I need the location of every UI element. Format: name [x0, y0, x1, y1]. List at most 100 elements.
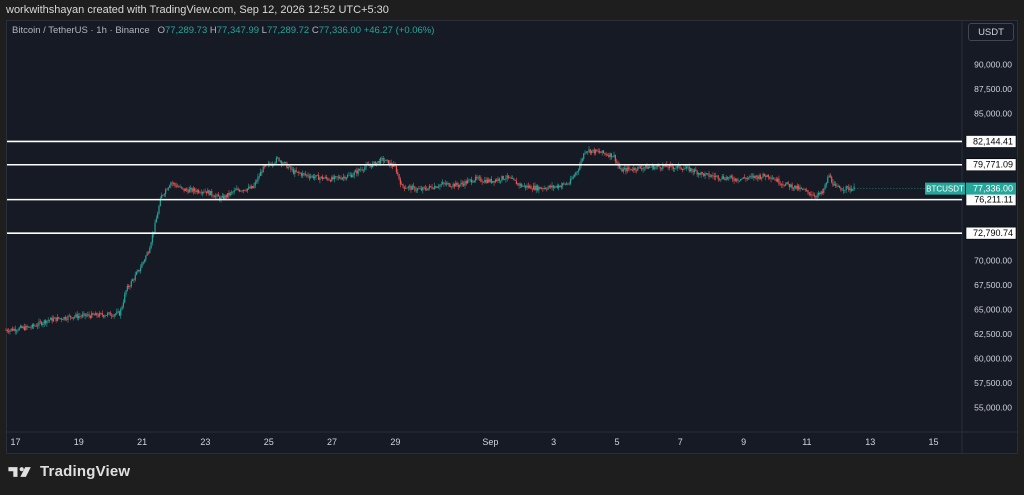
candle-body [827, 177, 829, 184]
candle-body [135, 272, 138, 275]
candle-body [519, 184, 522, 186]
candle-body [236, 188, 238, 190]
candle-body [660, 168, 663, 170]
candle-body [445, 183, 448, 185]
candle-body [530, 186, 532, 190]
candle-body [113, 314, 115, 317]
candle-body [124, 294, 126, 303]
candle-body [659, 166, 661, 169]
candle-body [194, 188, 196, 191]
candle-body [38, 321, 40, 326]
candle-body [763, 173, 766, 177]
high-label: H [209, 25, 217, 36]
candle-body [129, 286, 131, 288]
candle-body [199, 192, 201, 194]
candle-body [262, 166, 264, 173]
close-label: C [311, 25, 319, 36]
candle-body [734, 178, 736, 181]
candle-body [788, 184, 791, 188]
candle-body [631, 170, 634, 171]
candle-body [333, 176, 336, 180]
candle-body [729, 175, 731, 178]
candle-body [635, 170, 638, 171]
candle-body [564, 183, 566, 185]
level-price-tag [965, 158, 1017, 172]
candle-body [715, 175, 717, 178]
candle-body [64, 317, 66, 320]
symbol-description[interactable]: Bitcoin / TetherUS · 1h · Binance [12, 25, 150, 36]
candle-body [494, 179, 496, 183]
candle-body [101, 313, 103, 316]
candle-body [500, 180, 502, 182]
candle-body [8, 331, 10, 332]
candle-body [317, 175, 320, 180]
level-price-label: 82,144.41 [973, 136, 1013, 146]
candle-body [562, 183, 564, 186]
candle-body [48, 320, 51, 321]
candle-body [397, 172, 399, 175]
x-tick-label: 21 [137, 437, 147, 447]
candle-body [357, 169, 359, 174]
candle-body [651, 165, 653, 168]
candle-body [840, 188, 842, 190]
candle-body [790, 184, 792, 188]
candle-body [713, 176, 715, 178]
candle-body [258, 176, 260, 177]
candle-body [234, 189, 237, 191]
candle-body [542, 188, 544, 189]
candle-body [232, 191, 234, 193]
candle-body [476, 176, 478, 179]
candle-body [257, 176, 259, 182]
candle-body [315, 175, 317, 177]
candle-body [125, 290, 127, 295]
candle-body [85, 315, 88, 317]
currency-button[interactable]: USDT [968, 23, 1014, 41]
brand[interactable]: TradingView [8, 463, 130, 480]
candle-body [225, 195, 227, 198]
candle-body [816, 195, 818, 198]
candle-body [52, 318, 55, 322]
candle-body [434, 186, 436, 189]
candle-body [709, 176, 711, 177]
candle-body [757, 176, 759, 179]
candle-body [711, 175, 713, 177]
candle-body [312, 175, 314, 179]
candle-body [283, 162, 285, 164]
candle-body [108, 312, 110, 314]
candle-body [587, 151, 589, 153]
candle-body [853, 186, 855, 190]
candle-body [27, 326, 30, 328]
candle-body [649, 166, 651, 168]
candle-body [532, 185, 535, 190]
candle-body [634, 167, 636, 171]
candle-body [328, 179, 330, 181]
candle-body [560, 185, 562, 188]
candle-body [171, 182, 173, 184]
candle-body [765, 176, 767, 178]
candle-body [493, 181, 495, 183]
candle-body [282, 163, 284, 164]
candle-body [720, 178, 722, 180]
candle-body [303, 173, 305, 174]
candle-body [319, 177, 321, 180]
candle-body [393, 164, 395, 167]
candle-body [576, 171, 578, 173]
candle-body [716, 175, 718, 177]
candle-body [412, 185, 415, 187]
candle-body [799, 187, 801, 190]
chart-panel[interactable] [6, 20, 1018, 454]
candle-body [343, 176, 345, 178]
candle-body [580, 160, 582, 166]
candle-body [770, 177, 772, 179]
y-tick-label: 55,000.00 [974, 403, 1012, 413]
candle-body [837, 186, 839, 187]
y-tick-label: 70,000.00 [974, 256, 1012, 266]
candle-body [525, 185, 527, 188]
y-tick-label: 87,500.00 [974, 84, 1012, 94]
y-tick-label: 62,500.00 [974, 329, 1012, 339]
candle-body [399, 178, 401, 185]
candle-body [190, 187, 192, 190]
level-price-tag [965, 135, 1017, 148]
candle-body [237, 188, 239, 190]
